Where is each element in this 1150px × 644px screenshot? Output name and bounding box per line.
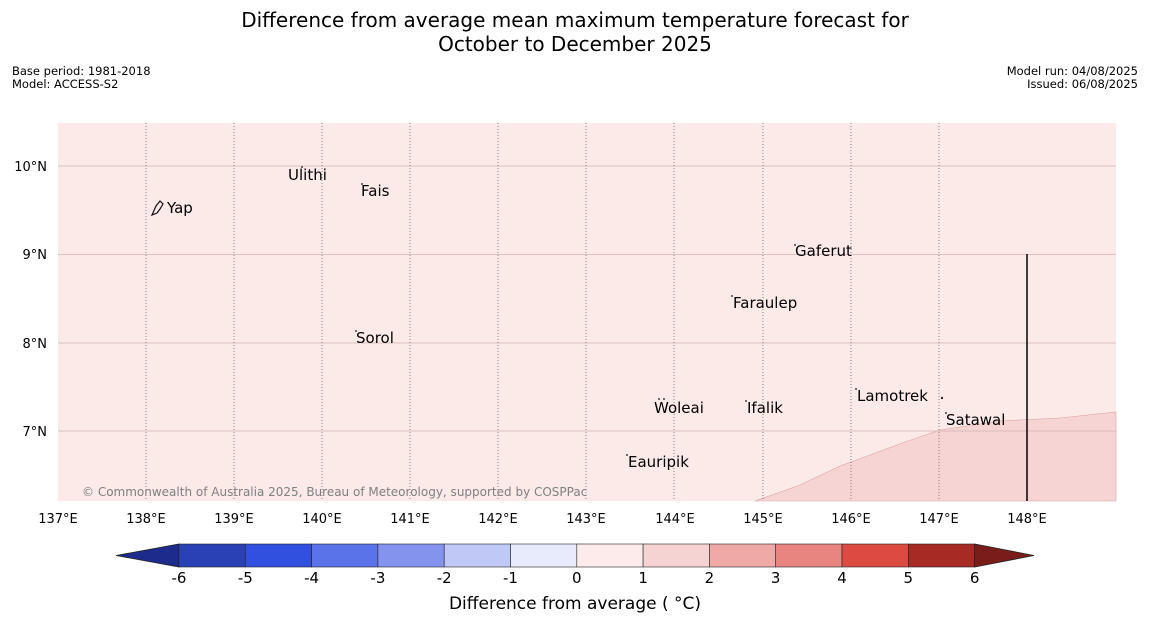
ulithi-dot: [301, 166, 303, 168]
colorbar-bin--5-to--4: [245, 543, 312, 568]
colorbar-title: Difference from average ( °C): [448, 594, 702, 614]
model-name: Model: ACCESS-S2: [12, 77, 119, 91]
lon-label-139: 139°E: [214, 512, 254, 527]
base-period: Base period: 1981-2018: [12, 64, 151, 78]
colorbar-tick--3: -3: [370, 569, 385, 587]
colorbar-bin-2-to-3: [709, 543, 777, 568]
lon-gridlines: [145, 123, 940, 501]
model-run: Model run: 04/08/2025: [1006, 64, 1138, 78]
warm-anomaly-region: [754, 411, 1117, 502]
chart-title: Difference from average mean maximum tem…: [0, 8, 1150, 56]
lon-label-148: 148°E: [1007, 512, 1047, 527]
colorbar-tick--2: -2: [437, 569, 452, 587]
place-woleai: Woleai: [654, 399, 704, 417]
colorbar: [115, 543, 1035, 568]
place-yap: Yap: [166, 199, 193, 217]
colorbar-tick--4: -4: [304, 569, 319, 587]
title-line-1: Difference from average mean maximum tem…: [241, 8, 909, 32]
colorbar-extend-low: [115, 543, 180, 568]
woleai-dot-1: [658, 398, 660, 400]
place-ulithi: Ulithi: [288, 166, 327, 184]
issued-date: Issued: 06/08/2025: [1027, 77, 1138, 91]
place-gaferut: Gaferut: [795, 242, 852, 260]
colorbar-tick--1: -1: [503, 569, 518, 587]
colorbar-bin--4-to--3: [311, 543, 379, 568]
place-sorol: Sorol: [356, 329, 394, 347]
place-fais: Fais: [361, 182, 390, 200]
colorbar-bin-0-to-1: [576, 543, 644, 568]
colorbar-bin--6-to--5: [178, 543, 246, 568]
woleai-dot-2: [663, 398, 665, 400]
colorbar-tick-4: 4: [837, 569, 847, 587]
gaferut-dot: [794, 244, 796, 246]
place-satawal: Satawal: [946, 411, 1005, 429]
colorbar-tick-5: 5: [904, 569, 914, 587]
island-dots: [301, 166, 947, 456]
lamotrek-dot: [855, 388, 857, 390]
yap-island-outline: [150, 200, 164, 217]
satawal-dot: [945, 412, 947, 414]
place-faraulep: Faraulep: [733, 294, 797, 312]
colorbar-tick-labels: -6 -5 -4 -3 -2 -1 0 1 2 3 4 5 6: [172, 569, 980, 587]
lat-label-9: 9°N: [23, 248, 48, 263]
colorbar-tick--6: -6: [172, 569, 187, 587]
colorbar-bin-3-to-4: [775, 543, 843, 568]
place-lamotrek: Lamotrek: [857, 387, 928, 405]
colorbar-extend-high: [974, 543, 1035, 568]
colorbar-bin--3-to--2: [377, 543, 445, 568]
colorbar-tick-0: 0: [572, 569, 582, 587]
colorbar-bin--2-to--1: [443, 543, 511, 568]
lon-label-138: 138°E: [126, 512, 166, 527]
ifalik-dot: [745, 400, 747, 402]
sorol-dot: [355, 330, 357, 332]
lon-label-137: 137°E: [38, 512, 78, 527]
lon-label-146: 146°E: [831, 512, 871, 527]
colorbar-bin-4-to-5: [841, 543, 909, 568]
lon-label-144: 144°E: [655, 512, 695, 527]
lon-label-142: 142°E: [478, 512, 518, 527]
eauripik-dot: [626, 454, 628, 456]
copyright-credit: © Commonwealth of Australia 2025, Bureau…: [82, 485, 587, 499]
lon-label-143: 143°E: [566, 512, 606, 527]
lon-label-147: 147°E: [919, 512, 959, 527]
meta-right: Model run: 04/08/2025 Issued: 06/08/2025: [1007, 65, 1138, 91]
place-ifalik: Ifalik: [747, 399, 783, 417]
colorbar-bin-1-to-2: [642, 543, 710, 568]
lon-label-145: 145°E: [743, 512, 783, 527]
fais-dot: [361, 183, 363, 185]
colorbar-tick-1: 1: [638, 569, 648, 587]
title-line-2: October to December 2025: [438, 32, 712, 56]
lamotrek-east-dot: [940, 396, 944, 400]
meta-left: Base period: 1981-2018 Model: ACCESS-S2: [12, 65, 151, 91]
lat-label-8: 8°N: [23, 337, 48, 352]
colorbar-tick-2: 2: [705, 569, 715, 587]
colorbar-tick--5: -5: [238, 569, 253, 587]
colorbar-tick-6: 6: [970, 569, 980, 587]
place-eauripik: Eauripik: [628, 453, 689, 471]
lat-label-7: 7°N: [23, 425, 48, 440]
colorbar-bin-5-to-6: [907, 543, 975, 568]
colorbar-tick-3: 3: [771, 569, 781, 587]
colorbar-bin--1-to-0: [510, 543, 578, 568]
lat-label-10: 10°N: [14, 160, 47, 175]
lon-label-140: 140°E: [302, 512, 342, 527]
faraulep-dot: [731, 295, 733, 297]
lon-label-141: 141°E: [390, 512, 430, 527]
